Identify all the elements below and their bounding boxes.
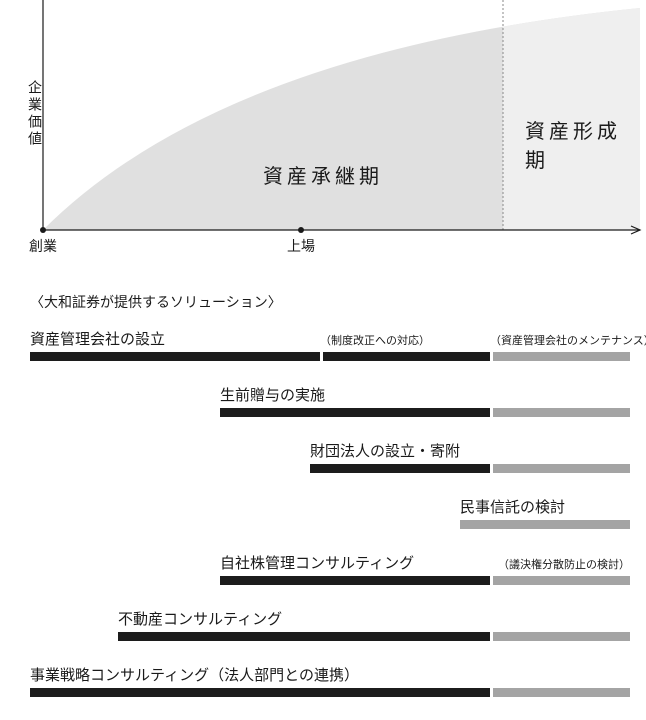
x-tick-label: 上場 bbox=[287, 236, 315, 256]
solution-label: 不動産コンサルティング bbox=[118, 608, 282, 629]
region-label-succession: 資産承継期 bbox=[263, 160, 383, 189]
bar-segment-future bbox=[493, 408, 630, 417]
bar-segment-active bbox=[220, 576, 490, 585]
solution-label: 自社株管理コンサルティング bbox=[220, 552, 414, 573]
bar-segment-active bbox=[30, 352, 320, 361]
chart-area: 企業価値 資産承継期 資産形成期創業 上場 bbox=[25, 0, 640, 260]
solution-label: 生前贈与の実施 bbox=[220, 384, 325, 405]
solution-row: 不動産コンサルティング bbox=[30, 608, 630, 652]
solution-label: 資産管理会社の設立 bbox=[30, 328, 165, 349]
bar-segment-active bbox=[30, 688, 490, 697]
solution-label: 事業戦略コンサルティング（法人部門との連携） bbox=[30, 664, 359, 685]
solutions-section: 〈大和証券が提供するソリューション〉 資産管理会社の設立（制度改正への対応）（資… bbox=[30, 292, 630, 720]
bar-segment-future bbox=[493, 464, 630, 473]
solution-sublabel: （資産管理会社のメンテナンス） bbox=[490, 332, 646, 348]
solution-row: 自社株管理コンサルティング （議決権分散防止の検討） bbox=[30, 552, 630, 596]
x-tick-marker bbox=[40, 227, 46, 233]
bar-segment-future bbox=[493, 352, 630, 361]
solution-label: 財団法人の設立・寄附 bbox=[310, 440, 460, 461]
solution-row: 資産管理会社の設立（制度改正への対応）（資産管理会社のメンテナンス） bbox=[30, 328, 630, 372]
y-axis-label: 企業価値 bbox=[25, 80, 45, 148]
bar-segment-active bbox=[118, 632, 490, 641]
solution-row: 生前贈与の実施 bbox=[30, 384, 630, 428]
solution-sublabel: （制度改正への対応） bbox=[320, 332, 430, 348]
bar-segment-future bbox=[460, 520, 630, 529]
bar-segment-active bbox=[323, 352, 490, 361]
chart-plot: 資産承継期資産形成期創業上場 bbox=[43, 0, 640, 230]
bar-segment-active bbox=[220, 408, 490, 417]
solutions-heading: 〈大和証券が提供するソリューション〉 bbox=[30, 292, 630, 312]
solution-rows: 資産管理会社の設立（制度改正への対応）（資産管理会社のメンテナンス）生前贈与の実… bbox=[30, 328, 630, 708]
region-label-formation: 資産形成期 bbox=[525, 115, 640, 173]
x-tick-marker bbox=[298, 227, 304, 233]
bar-segment-future bbox=[493, 688, 630, 697]
bar-segment-future bbox=[493, 632, 630, 641]
solution-row: 事業戦略コンサルティング（法人部門との連携） bbox=[30, 664, 630, 708]
solution-row: 財団法人の設立・寄附 bbox=[30, 440, 630, 484]
bar-segment-future bbox=[493, 576, 630, 585]
solution-label: 民事信託の検討 bbox=[460, 496, 565, 517]
x-tick-label: 創業 bbox=[29, 236, 57, 256]
solution-sublabel: （議決権分散防止の検討） bbox=[498, 556, 630, 572]
bar-segment-active bbox=[310, 464, 490, 473]
solution-row: 民事信託の検討 bbox=[30, 496, 630, 540]
